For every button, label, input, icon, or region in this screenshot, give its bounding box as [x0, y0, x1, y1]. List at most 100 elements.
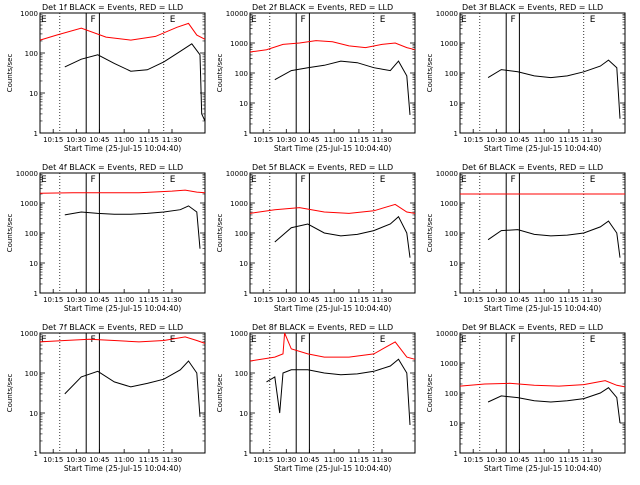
marker-label: E: [461, 175, 467, 185]
x-tick-label: 11:15: [559, 136, 579, 144]
x-tick-label: 10:15: [253, 296, 273, 304]
marker-label: E: [251, 175, 257, 185]
x-tick-label: 10:15: [253, 136, 273, 144]
series-line-lld: [39, 189, 206, 194]
plot-frame: [459, 12, 626, 134]
plot-title: Det 8f BLACK = Events, RED = LLD: [252, 323, 393, 332]
plot-frame: [459, 172, 626, 294]
y-tick-label: 1: [244, 130, 248, 138]
marker-label: E: [590, 15, 596, 25]
plot-frame: [249, 172, 416, 294]
x-axis-label: Start Time (25-Jul-15 10:04:40): [64, 304, 181, 313]
y-tick-label: 100: [235, 70, 248, 78]
x-axis-label: Start Time (25-Jul-15 10:04:40): [64, 464, 181, 473]
series-line-events: [274, 215, 411, 258]
x-tick-label: 11:15: [349, 296, 369, 304]
marker-label: F: [301, 15, 306, 25]
plot-title: Det 5f BLACK = Events, RED = LLD: [252, 163, 393, 172]
marker-label: E: [590, 175, 596, 185]
marker-label: E: [170, 335, 176, 345]
plot-frame: [39, 172, 206, 294]
marker-label: F: [301, 175, 306, 185]
y-tick-label: 1: [454, 290, 458, 298]
x-tick-label: 11:30: [372, 456, 392, 464]
y-axis-label: Counts/sec: [426, 374, 434, 413]
x-tick-label: 10:45: [89, 456, 109, 464]
x-tick-label: 10:45: [299, 136, 319, 144]
y-tick-label: 1000: [20, 10, 38, 18]
x-tick-label: 10:45: [509, 456, 529, 464]
x-tick-label: 10:15: [463, 456, 483, 464]
y-axis-label: Counts/sec: [6, 54, 14, 93]
plot-panel-4: Det 4f BLACK = Events, RED = LLD E F E 1 10 10…: [6, 163, 206, 313]
series-line-lld: [249, 203, 416, 214]
plot-frame: [39, 12, 206, 134]
marker-label: F: [301, 335, 306, 345]
y-tick-label: 1000: [20, 330, 38, 338]
y-axis-label: Counts/sec: [6, 214, 14, 253]
x-tick-label: 11:15: [139, 136, 159, 144]
x-tick-label: 10:45: [299, 296, 319, 304]
plot-panel-7: Det 7f BLACK = Events, RED = LLD E F E 1 10 10…: [6, 323, 206, 473]
y-tick-label: 100: [445, 230, 458, 238]
x-tick-label: 10:45: [509, 136, 529, 144]
series-line-lld: [39, 336, 206, 344]
plot-title: Det 7f BLACK = Events, RED = LLD: [42, 323, 183, 332]
y-tick-label: 1000: [230, 40, 248, 48]
marker-label: E: [251, 15, 257, 25]
x-tick-label: 11:00: [114, 296, 134, 304]
marker-label: E: [170, 15, 176, 25]
marker-label: F: [91, 175, 96, 185]
x-tick-label: 11:15: [559, 296, 579, 304]
marker-label: F: [511, 335, 516, 345]
y-tick-label: 1000: [20, 200, 38, 208]
marker-label: E: [380, 335, 386, 345]
x-tick-label: 11:30: [162, 296, 182, 304]
plot-panel-6: Det 6f BLACK = Events, RED = LLD E F E 1 10 10…: [426, 163, 626, 313]
series-line-lld: [459, 380, 626, 388]
y-tick-label: 10000: [436, 330, 458, 338]
x-tick-label: 11:30: [582, 456, 602, 464]
series-line-lld: [249, 332, 416, 362]
y-tick-label: 1: [244, 290, 248, 298]
plot-title: Det 2f BLACK = Events, RED = LLD: [252, 3, 393, 12]
x-tick-label: 10:15: [43, 136, 63, 144]
y-axis-label: Counts/sec: [216, 374, 224, 413]
y-axis-label: Counts/sec: [216, 54, 224, 93]
x-tick-label: 10:45: [509, 296, 529, 304]
y-tick-label: 100: [445, 70, 458, 78]
y-tick-label: 1000: [440, 200, 458, 208]
marker-label: F: [91, 15, 96, 25]
y-tick-label: 10000: [436, 170, 458, 178]
y-axis-label: Counts/sec: [216, 214, 224, 253]
x-tick-label: 11:00: [114, 136, 134, 144]
plot-panel-8: Det 8f BLACK = Events, RED = LLD E F E 1 10 10…: [216, 323, 416, 473]
x-tick-label: 11:00: [114, 456, 134, 464]
series-line-events: [64, 205, 201, 249]
x-tick-label: 11:15: [139, 456, 159, 464]
y-tick-label: 1: [34, 450, 38, 458]
y-tick-label: 1: [34, 290, 38, 298]
y-tick-label: 1000: [230, 330, 248, 338]
x-tick-label: 10:15: [43, 456, 63, 464]
x-tick-label: 11:00: [324, 136, 344, 144]
marker-label: E: [380, 15, 386, 25]
x-tick-label: 10:30: [276, 456, 296, 464]
y-tick-label: 10: [239, 410, 248, 418]
plot-title: Det 4f BLACK = Events, RED = LLD: [42, 163, 183, 172]
plot-panel-5: Det 5f BLACK = Events, RED = LLD E F E 1 10 10…: [216, 163, 416, 313]
plot-panel-2: Det 2f BLACK = Events, RED = LLD E F E 1 10 10…: [216, 3, 416, 153]
series-line-lld: [249, 40, 416, 53]
x-tick-label: 11:00: [324, 456, 344, 464]
x-tick-label: 11:15: [349, 136, 369, 144]
y-tick-label: 1000: [440, 40, 458, 48]
y-tick-label: 10: [239, 100, 248, 108]
x-tick-label: 11:15: [349, 456, 369, 464]
y-tick-label: 10000: [226, 10, 248, 18]
y-tick-label: 10: [449, 260, 458, 268]
y-tick-label: 10: [29, 410, 38, 418]
y-tick-label: 10: [29, 260, 38, 268]
y-tick-label: 100: [25, 50, 38, 58]
